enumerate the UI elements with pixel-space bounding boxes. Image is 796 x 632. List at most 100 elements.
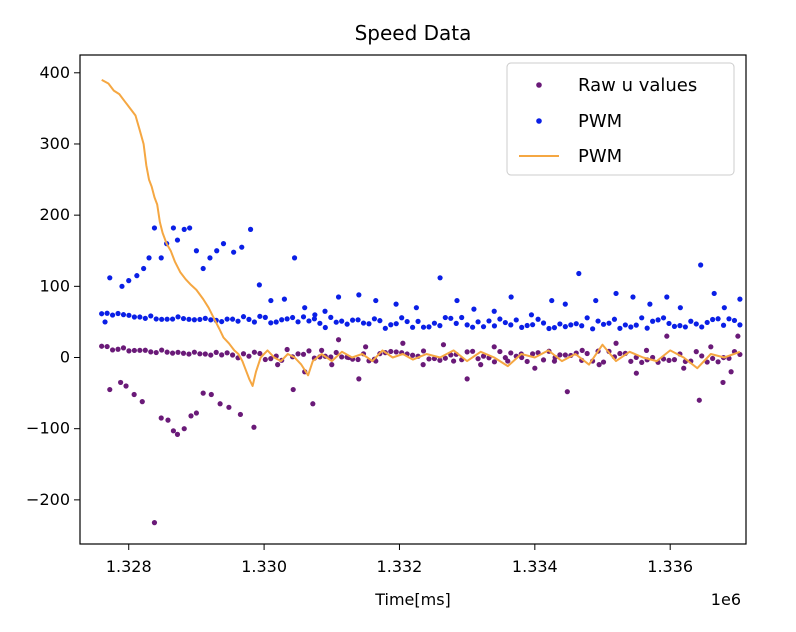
raw-u-point [148,349,154,355]
pwm-point [268,297,274,304]
raw-u-point [579,347,585,353]
pwm-point [497,316,503,322]
pwm-point [109,312,116,318]
raw-u-point [470,348,476,354]
raw-u-point [200,390,206,396]
pwm-point [281,296,288,302]
y-tick-label: 200 [39,205,70,224]
pwm-point [246,316,252,322]
pwm-point [644,325,650,331]
raw-u-point [139,399,145,405]
pwm-point [126,278,132,284]
pwm-point [480,324,487,330]
pwm-point [262,314,268,320]
raw-u-point [708,344,714,350]
pwm-point [317,320,323,326]
pwm-point [151,225,158,231]
raw-u-point [169,350,176,356]
pwm-point [153,316,159,322]
y-tick-label: −100 [26,419,70,438]
raw-u-point [191,349,197,355]
pwm-point [660,315,667,321]
raw-u-point [186,351,192,357]
raw-u-point [268,356,274,362]
raw-u-point [165,417,171,423]
pwm-point [393,321,399,327]
pwm-point [142,315,148,321]
pwm-point [721,305,727,311]
raw-u-point [720,379,726,386]
raw-u-point [137,347,143,353]
raw-u-point [126,348,132,354]
pwm-point [214,248,220,254]
pwm-point [191,317,197,323]
pwm-point [426,324,432,330]
pwm-point [513,317,519,323]
pwm-point [256,282,262,288]
x-axis-ticks: 1.328 1.330 1.332 1.334 1.336 [106,544,693,576]
raw-u-point [699,353,705,359]
pwm-point [349,317,356,323]
raw-u-point [363,344,369,350]
pwm-point [442,314,448,321]
raw-u-point [613,340,619,346]
pwm-point [508,322,514,328]
pwm-point [219,318,225,325]
pwm-point [159,316,165,322]
legend-marker-pwm-scatter [536,118,542,124]
pwm-point [431,320,438,326]
pwm-point [300,314,307,320]
pwm-point [187,225,193,231]
pwm-point [726,316,732,322]
pwm-point [356,292,362,298]
raw-u-point [420,362,426,368]
raw-u-point [393,349,399,355]
pwm-point [471,306,477,312]
pwm-point [595,318,601,324]
raw-u-point [728,369,734,375]
pwm-point [737,322,743,328]
pwm-point [158,255,164,261]
legend-marker-raw-u-values [536,82,542,88]
legend-box [506,62,735,176]
raw-u-point [109,347,116,353]
raw-u-point [666,357,672,363]
pwm-point [562,301,568,307]
y-tick-label: 300 [39,134,70,153]
pwm-point [557,321,563,327]
raw-u-point [217,401,223,407]
raw-u-point [300,351,307,357]
raw-u-point [175,349,181,355]
pwm-point [420,324,427,330]
raw-u-point [437,357,443,363]
raw-u-point [295,351,301,357]
pwm-point [333,319,339,325]
pwm-point [126,312,132,318]
raw-u-point [213,349,219,355]
raw-u-point [696,397,702,403]
series-pwm-scatter [99,225,743,332]
plot-area [99,79,743,526]
pwm-point [291,255,298,261]
raw-u-point [246,353,252,359]
x-tick-label: 1.332 [377,557,423,576]
raw-u-point [735,333,741,339]
raw-u-point [664,333,670,339]
raw-u-point [131,347,137,354]
pwm-point [404,318,410,325]
raw-u-point [131,391,137,398]
raw-u-point [442,355,448,361]
pwm-point [437,275,443,281]
pwm-point [710,316,716,323]
pwm-point [366,321,372,327]
pwm-point [549,297,555,304]
pwm-point [704,319,710,326]
raw-u-point [475,356,481,362]
pwm-point [410,324,416,330]
x-tick-label: 1.328 [106,557,152,576]
raw-u-point [262,356,268,363]
pwm-point [437,323,443,329]
x-axis-label: Time[ms] [374,590,451,609]
pwm-point [655,317,661,323]
raw-u-point [159,347,165,353]
